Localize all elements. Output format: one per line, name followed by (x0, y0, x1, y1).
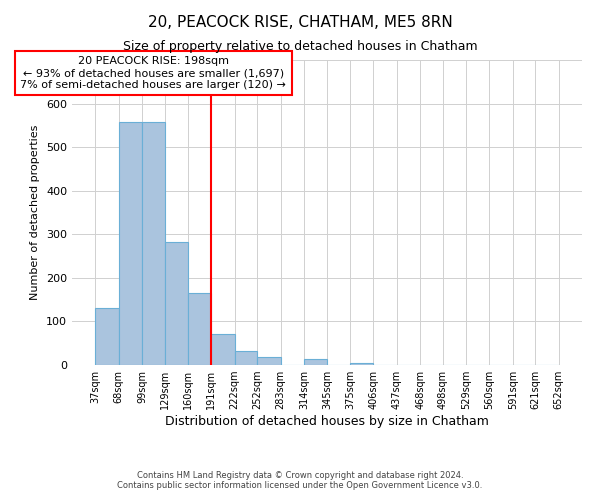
Bar (142, 122, 164, 365)
Text: 20 PEACOCK RISE: 198sqm
← 93% of detached houses are smaller (1,697)
7% of semi-: 20 PEACOCK RISE: 198sqm ← 93% of detache… (20, 56, 286, 90)
Bar (211, 334, 235, 365)
Bar (304, 359, 328, 365)
Bar (164, 242, 188, 365)
Bar (119, 122, 142, 365)
Text: 20, PEACOCK RISE, CHATHAM, ME5 8RN: 20, PEACOCK RISE, CHATHAM, ME5 8RN (148, 15, 452, 30)
Bar (257, 356, 281, 365)
Text: Contains HM Land Registry data © Crown copyright and database right 2024.
Contai: Contains HM Land Registry data © Crown c… (118, 470, 482, 490)
Y-axis label: Number of detached properties: Number of detached properties (31, 125, 40, 300)
Bar (95, 308, 119, 365)
X-axis label: Distribution of detached houses by size in Chatham: Distribution of detached houses by size … (165, 415, 489, 428)
Bar (188, 293, 211, 365)
Text: Size of property relative to detached houses in Chatham: Size of property relative to detached ho… (122, 40, 478, 53)
Bar (350, 363, 373, 365)
Bar (235, 350, 257, 365)
